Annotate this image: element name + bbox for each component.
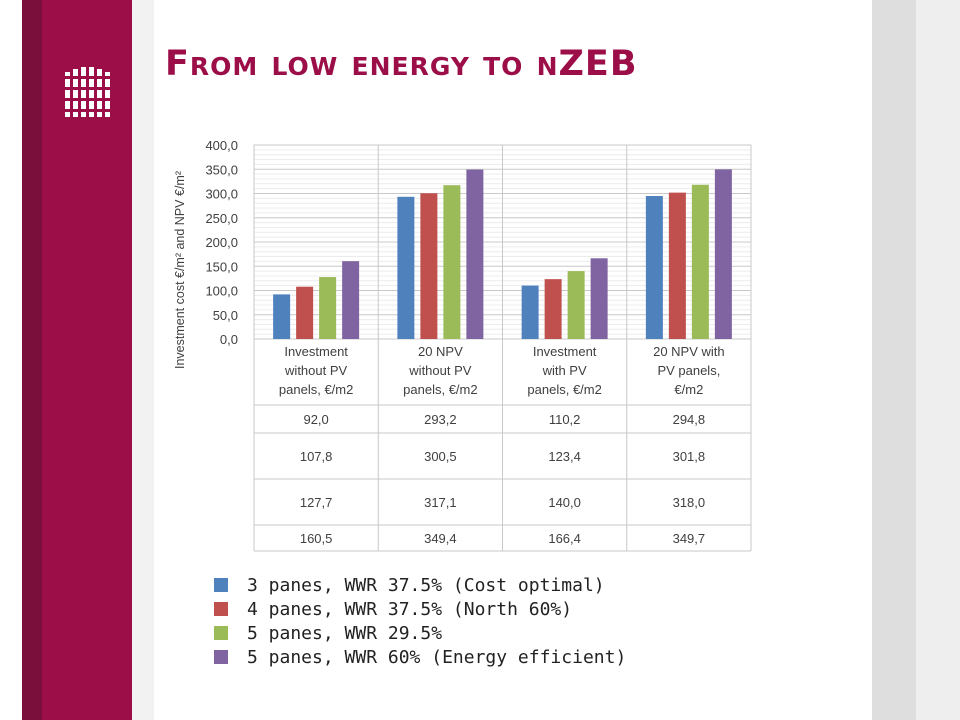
x-category-label: €/m2 — [674, 382, 703, 397]
x-category-label: without PV — [408, 363, 471, 378]
bar — [273, 294, 291, 339]
bar — [443, 185, 461, 339]
x-category-label: without PV — [284, 363, 347, 378]
data-table-value: 301,8 — [673, 449, 706, 464]
right-light-gray-band — [916, 0, 960, 720]
y-tick-label: 400,0 — [205, 138, 238, 153]
data-table-value: 123,4 — [548, 449, 581, 464]
bar — [420, 193, 438, 339]
left-accent-band-dark — [22, 0, 42, 720]
x-category-label: Investment — [284, 344, 348, 359]
slide-title: From low energy to nZEB — [165, 44, 638, 84]
legend-item: 4 panes, WWR 37.5% (North 60%) — [214, 597, 626, 621]
x-category-label: PV panels, — [657, 363, 720, 378]
y-tick-label: 300,0 — [205, 187, 238, 202]
data-table-value: 349,7 — [673, 531, 706, 546]
legend-label: 3 panes, WWR 37.5% (Cost optimal) — [247, 574, 605, 596]
data-table-value: 317,1 — [424, 495, 457, 510]
data-table-value: 166,4 — [548, 531, 581, 546]
legend-item: 5 panes, WWR 60% (Energy efficient) — [214, 645, 626, 669]
y-tick-label: 150,0 — [205, 259, 238, 274]
data-table-value: 293,2 — [424, 412, 457, 427]
bar — [590, 258, 608, 339]
bar — [645, 196, 663, 339]
y-tick-label: 200,0 — [205, 235, 238, 250]
bar — [668, 192, 686, 339]
legend-label: 5 panes, WWR 29.5% — [247, 622, 443, 644]
legend-item: 5 panes, WWR 29.5% — [214, 621, 626, 645]
data-table-value: 140,0 — [548, 495, 581, 510]
bar — [691, 184, 709, 339]
x-category-label: 20 NPV with — [653, 344, 725, 359]
left-light-band — [132, 0, 154, 720]
x-category-label: panels, €/m2 — [279, 382, 353, 397]
bar — [521, 285, 539, 339]
data-table-value: 127,7 — [300, 495, 333, 510]
legend-item: 3 panes, WWR 37.5% (Cost optimal) — [214, 573, 626, 597]
x-category-label: Investment — [533, 344, 597, 359]
y-tick-label: 50,0 — [213, 308, 238, 323]
data-table-value: 300,5 — [424, 449, 457, 464]
y-tick-label: 0,0 — [220, 332, 238, 347]
bar — [397, 196, 415, 339]
bar — [714, 169, 732, 339]
bar — [296, 286, 314, 339]
data-table-value: 92,0 — [303, 412, 328, 427]
data-table-value: 294,8 — [673, 412, 706, 427]
legend-label: 4 panes, WWR 37.5% (North 60%) — [247, 598, 573, 620]
data-table-value: 318,0 — [673, 495, 706, 510]
x-category-label: 20 NPV — [418, 344, 463, 359]
x-category-label: panels, €/m2 — [403, 382, 477, 397]
x-category-label: panels, €/m2 — [527, 382, 601, 397]
legend-swatch — [214, 650, 228, 664]
bar — [466, 169, 484, 339]
left-accent-band — [42, 0, 132, 720]
bar — [544, 279, 562, 339]
data-table-value: 160,5 — [300, 531, 333, 546]
x-category-label: with PV — [542, 363, 587, 378]
chart: 0,0 50,0 100,0 150,0 200,0 250,0 300,0 350,0 400… — [173, 138, 752, 552]
legend-swatch — [214, 578, 228, 592]
y-tick-label: 350,0 — [205, 162, 238, 177]
university-logo-icon — [65, 67, 110, 117]
chart-legend: 3 panes, WWR 37.5% (Cost optimal) 4 panes… — [214, 573, 626, 669]
data-table-value: 110,2 — [549, 412, 581, 427]
bar — [567, 271, 585, 339]
y-tick-label: 250,0 — [205, 211, 238, 226]
y-tick-label: 100,0 — [205, 284, 238, 299]
legend-swatch — [214, 626, 228, 640]
bar — [342, 261, 360, 339]
data-table-value: 107,8 — [300, 449, 333, 464]
legend-swatch — [214, 602, 228, 616]
data-table-value: 349,4 — [424, 531, 457, 546]
y-axis-label: Investment cost €/m² and NPV €/m² — [173, 171, 187, 369]
right-gray-band — [872, 0, 916, 720]
bar — [319, 277, 337, 339]
legend-label: 5 panes, WWR 60% (Energy efficient) — [247, 646, 627, 668]
